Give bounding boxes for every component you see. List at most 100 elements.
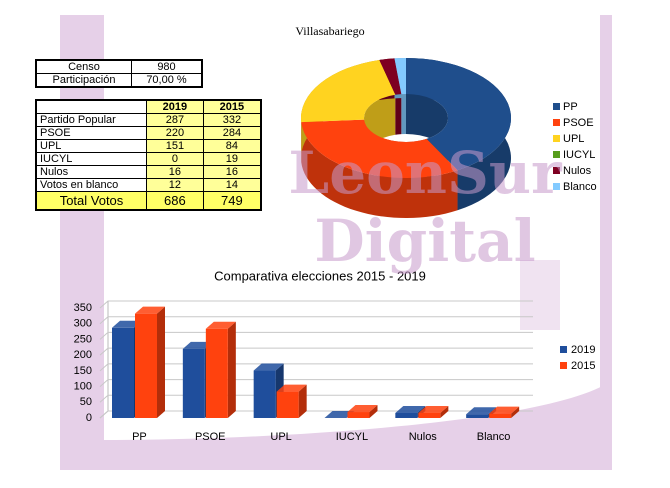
bar-side (511, 406, 520, 418)
legend-label: PP (563, 101, 578, 113)
legend-label: Blanco (563, 181, 597, 193)
bar-top (182, 341, 213, 349)
result-value: 84 (202, 139, 262, 153)
grid-line (99, 379, 533, 387)
result-label: PSOE (35, 126, 147, 140)
result-value: 332 (202, 113, 262, 127)
legend-swatch (560, 346, 567, 353)
summary-label: Participación (35, 73, 132, 88)
pie-inner-wall (401, 94, 406, 135)
header-cell: 2019 (146, 99, 204, 114)
grid-line (99, 394, 533, 403)
bar-chart-title: Comparativa elecciones 2015 - 2019 (214, 268, 426, 283)
pie-slice (301, 59, 396, 123)
bar-top (466, 407, 497, 415)
result-value: 12 (146, 178, 204, 192)
header-blank (35, 99, 147, 114)
y-tick-label: 50 (80, 396, 92, 408)
bar-side (157, 306, 165, 418)
pie-slice (301, 119, 458, 179)
grid-line (99, 363, 533, 372)
result-value: 0 (146, 152, 204, 166)
result-label: Nulos (35, 165, 147, 179)
y-tick-label: 350 (74, 302, 92, 314)
x-tick-label: PP (132, 431, 147, 443)
page-title: Villasabariego (295, 24, 364, 38)
result-label: Votos en blanco (35, 178, 147, 192)
bar (489, 413, 512, 418)
bar (182, 348, 205, 418)
pie-outer-wall (301, 122, 458, 218)
legend-label: UPL (563, 133, 584, 145)
grid-line (99, 331, 533, 340)
summary-row: Participación 70,00 % (35, 73, 203, 88)
legend-swatch (553, 151, 560, 158)
legend-swatch (553, 103, 560, 110)
y-tick-label: 300 (74, 318, 92, 330)
result-value: 287 (146, 113, 204, 127)
result-row: Votos en blanco 12 14 (35, 178, 262, 192)
summary-table: Censo 980 Participación 70,00 % (35, 59, 203, 88)
total-label: Total Votos (35, 191, 147, 211)
pie-slice (394, 58, 406, 95)
result-row: IUCYL 0 19 (35, 152, 262, 166)
bar (395, 412, 418, 418)
header-cell: 2015 (202, 99, 262, 114)
legend-label: PSOE (563, 117, 594, 129)
bar-side (440, 405, 449, 418)
pie-slice (406, 58, 511, 171)
bar-top (418, 405, 449, 413)
results-table: 2019 2015 Partido Popular 287 332 PSOE 220 284 U… (35, 99, 262, 211)
bar-side (227, 321, 236, 418)
bar-top (347, 405, 378, 413)
bar-top (205, 321, 236, 329)
bar-top (135, 306, 165, 314)
legend-swatch (553, 119, 560, 126)
total-row: Total Votos 686 749 (35, 191, 262, 211)
total-value: 686 (146, 191, 204, 211)
total-value: 749 (202, 191, 262, 211)
bar-top (276, 384, 307, 392)
x-tick-label: Blanco (477, 431, 511, 443)
watermark: Digital (314, 207, 535, 275)
bar-top (112, 320, 142, 328)
result-value: 19 (202, 152, 262, 166)
result-value: 16 (202, 165, 262, 179)
legend-swatch (553, 135, 560, 142)
grid-line (99, 347, 533, 356)
grid-line (99, 410, 533, 419)
bar-side (369, 405, 378, 418)
grid-line (99, 300, 533, 309)
bar (418, 412, 441, 418)
grid-line (99, 316, 533, 325)
bar (276, 391, 299, 418)
result-row: Partido Popular 287 332 (35, 113, 262, 127)
result-row: Nulos 16 16 (35, 165, 262, 179)
result-label: IUCYL (35, 152, 147, 166)
result-value: 16 (146, 165, 204, 179)
legend-label: IUCYL (563, 149, 595, 161)
bar (205, 328, 228, 418)
result-value: 14 (202, 178, 262, 192)
x-tick-label: UPL (270, 431, 291, 443)
bar-top (489, 406, 520, 414)
bar (112, 327, 134, 418)
header-row: 2019 2015 (35, 99, 262, 114)
result-row: UPL 151 84 (35, 139, 262, 153)
bar-top (324, 411, 355, 418)
result-value: 151 (146, 139, 204, 153)
background-logo (60, 15, 612, 470)
result-value: 284 (202, 126, 262, 140)
bar-top (395, 405, 426, 413)
legend-label: 2015 (571, 360, 595, 372)
legend-swatch (560, 362, 567, 369)
result-label: Partido Popular (35, 113, 147, 127)
result-value: 220 (146, 126, 204, 140)
legend-label: 2019 (571, 344, 595, 356)
summary-value: 70,00 % (131, 73, 203, 88)
bar (253, 370, 276, 418)
x-tick-label: PSOE (195, 431, 226, 443)
pie-inner-wall (395, 94, 402, 135)
